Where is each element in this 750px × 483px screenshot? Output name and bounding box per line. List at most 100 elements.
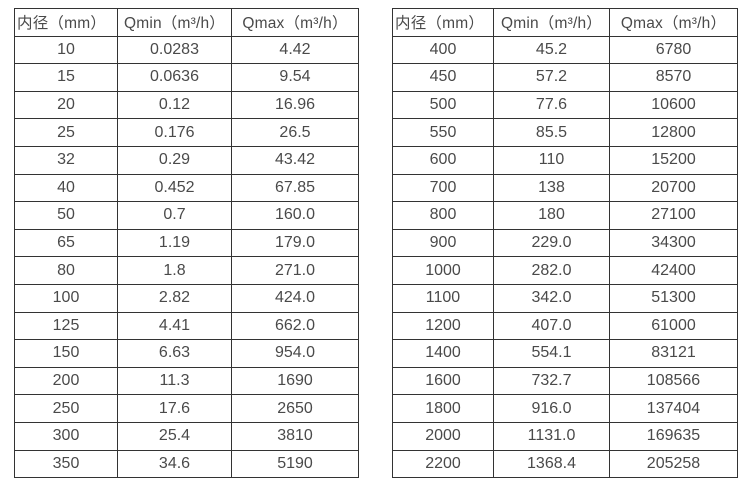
qmin-cell: 554.1 — [493, 339, 610, 368]
diameter-cell: 800 — [392, 201, 494, 230]
qmax-cell: 137404 — [609, 394, 738, 423]
table-row: 350 34.6 5190 — [14, 449, 359, 479]
qmin-cell: 0.176 — [117, 118, 232, 147]
qmax-cell: 16.96 — [231, 90, 359, 120]
qmin-header: Qmin（m³/h） — [493, 8, 610, 37]
table-row: 2200 1368.4 205258 — [392, 449, 738, 479]
qmax-cell: 6780 — [609, 35, 738, 65]
table-row: 2000 1131.0 169635 — [392, 421, 738, 451]
qmax-cell: 179.0 — [231, 228, 359, 258]
qmax-cell: 424.0 — [231, 283, 359, 313]
qmin-cell: 34.6 — [117, 449, 232, 479]
flow-spec-table-large-diameters: 内径（mm） Qmin（m³/h） Qmax（m³/h） 400 45.2 6780 45… — [392, 8, 738, 479]
qmin-cell: 282.0 — [493, 256, 610, 285]
qmax-cell: 108566 — [609, 366, 738, 396]
table-row: 65 1.19 179.0 — [14, 228, 359, 258]
qmax-cell: 954.0 — [231, 339, 359, 368]
qmin-cell: 342.0 — [493, 283, 610, 313]
qmin-cell: 85.5 — [493, 118, 610, 147]
qmax-cell: 10600 — [609, 90, 738, 120]
qmax-cell: 34300 — [609, 228, 738, 258]
qmax-cell: 5190 — [231, 449, 359, 479]
qmax-cell: 4.42 — [231, 35, 359, 65]
diameter-header: 内径（mm） — [392, 8, 494, 37]
table-row: 1100 342.0 51300 — [392, 283, 738, 313]
header-row: 内径（mm） Qmin（m³/h） Qmax（m³/h） — [392, 8, 738, 37]
qmax-cell: 169635 — [609, 421, 738, 451]
diameter-cell: 20 — [14, 90, 118, 120]
diameter-cell: 25 — [14, 118, 118, 147]
table-row: 1000 282.0 42400 — [392, 256, 738, 285]
table-body: 10 0.0283 4.42 15 0.0636 9.54 20 0.12 16.96 25 0.1… — [14, 35, 359, 479]
qmax-cell: 42400 — [609, 256, 738, 285]
table-row: 80 1.8 271.0 — [14, 256, 359, 285]
diameter-cell: 80 — [14, 256, 118, 285]
qmax-cell: 26.5 — [231, 118, 359, 147]
diameter-cell: 40 — [14, 173, 118, 203]
qmin-cell: 2.82 — [117, 283, 232, 313]
qmax-cell: 1690 — [231, 366, 359, 396]
qmin-cell: 110 — [493, 145, 610, 175]
qmin-cell: 25.4 — [117, 421, 232, 451]
header-row: 内径（mm） Qmin（m³/h） Qmax（m³/h） — [14, 8, 359, 37]
diameter-cell: 50 — [14, 201, 118, 230]
table-row: 1200 407.0 61000 — [392, 311, 738, 341]
flow-spec-table-small-diameters: 内径（mm） Qmin（m³/h） Qmax（m³/h） 10 0.0283 4.42 1… — [14, 8, 359, 479]
diameter-cell: 400 — [392, 35, 494, 65]
qmin-cell: 138 — [493, 173, 610, 203]
diameter-cell: 65 — [14, 228, 118, 258]
table-row: 20 0.12 16.96 — [14, 90, 359, 120]
diameter-cell: 2000 — [392, 421, 494, 451]
qmin-cell: 732.7 — [493, 366, 610, 396]
diameter-cell: 200 — [14, 366, 118, 396]
qmin-cell: 57.2 — [493, 63, 610, 92]
qmin-cell: 1131.0 — [493, 421, 610, 451]
diameter-cell: 300 — [14, 421, 118, 451]
table-header-row: 内径（mm） Qmin（m³/h） Qmax（m³/h） — [14, 8, 359, 37]
table-row: 1600 732.7 108566 — [392, 366, 738, 396]
qmax-cell: 20700 — [609, 173, 738, 203]
diameter-cell: 450 — [392, 63, 494, 92]
diameter-cell: 125 — [14, 311, 118, 341]
diameter-cell: 600 — [392, 145, 494, 175]
diameter-cell: 350 — [14, 449, 118, 479]
table-header-row: 内径（mm） Qmin（m³/h） Qmax（m³/h） — [392, 8, 738, 37]
diameter-cell: 32 — [14, 145, 118, 175]
qmin-cell: 77.6 — [493, 90, 610, 120]
table-row: 800 180 27100 — [392, 201, 738, 230]
diameter-cell: 1400 — [392, 339, 494, 368]
qmin-cell: 0.29 — [117, 145, 232, 175]
qmax-cell: 61000 — [609, 311, 738, 341]
qmax-header: Qmax（m³/h） — [609, 8, 738, 37]
table-row: 500 77.6 10600 — [392, 90, 738, 120]
qmax-cell: 43.42 — [231, 145, 359, 175]
qmax-cell: 27100 — [609, 201, 738, 230]
qmax-cell: 12800 — [609, 118, 738, 147]
qmin-cell: 0.7 — [117, 201, 232, 230]
table-row: 1400 554.1 83121 — [392, 339, 738, 368]
qmax-cell: 67.85 — [231, 173, 359, 203]
table-row: 250 17.6 2650 — [14, 394, 359, 423]
diameter-cell: 1800 — [392, 394, 494, 423]
diameter-cell: 1600 — [392, 366, 494, 396]
diameter-cell: 15 — [14, 63, 118, 92]
qmin-cell: 17.6 — [117, 394, 232, 423]
table-row: 25 0.176 26.5 — [14, 118, 359, 147]
diameter-cell: 550 — [392, 118, 494, 147]
table-row: 700 138 20700 — [392, 173, 738, 203]
diameter-cell: 2200 — [392, 449, 494, 479]
qmin-cell: 407.0 — [493, 311, 610, 341]
table-row: 50 0.7 160.0 — [14, 201, 359, 230]
qmin-cell: 916.0 — [493, 394, 610, 423]
diameter-cell: 100 — [14, 283, 118, 313]
qmax-cell: 662.0 — [231, 311, 359, 341]
table-row: 1800 916.0 137404 — [392, 394, 738, 423]
qmax-header: Qmax（m³/h） — [231, 8, 359, 37]
table-row: 900 229.0 34300 — [392, 228, 738, 258]
qmax-cell: 83121 — [609, 339, 738, 368]
table-row: 300 25.4 3810 — [14, 421, 359, 451]
table-row: 40 0.452 67.85 — [14, 173, 359, 203]
qmin-header: Qmin（m³/h） — [117, 8, 232, 37]
qmin-cell: 4.41 — [117, 311, 232, 341]
table-row: 450 57.2 8570 — [392, 63, 738, 92]
